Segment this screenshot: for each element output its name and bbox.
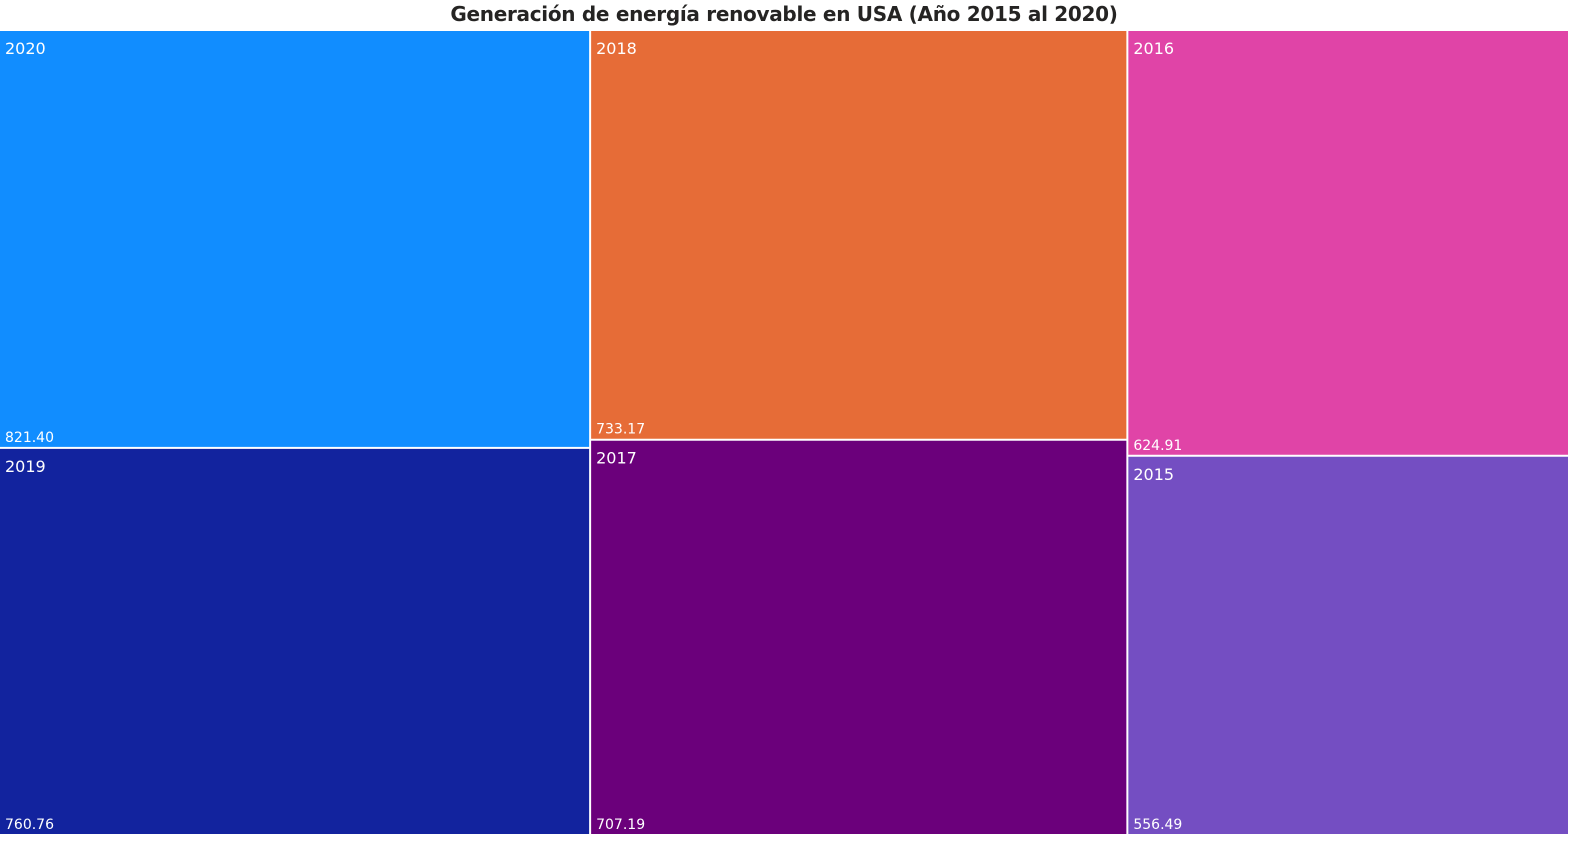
- tile-value-label-2015: 556.49: [1133, 817, 1182, 833]
- chart-title: Generación de energía renovable en USA (…: [450, 2, 1118, 26]
- treemap-tile-2017[interactable]: [591, 440, 1127, 834]
- tile-category-label-2018: 2018: [596, 39, 637, 58]
- tile-value-label-2016: 624.91: [1133, 438, 1182, 454]
- tile-value-label-2020: 821.40: [5, 430, 54, 446]
- tile-category-label-2017: 2017: [596, 449, 637, 468]
- treemap-tile-2019[interactable]: [0, 448, 590, 834]
- treemap-tile-2016[interactable]: [1128, 31, 1568, 455]
- treemap-tile-2018[interactable]: [591, 31, 1127, 439]
- tile-category-label-2015: 2015: [1133, 465, 1174, 484]
- tile-value-label-2018: 733.17: [596, 422, 645, 438]
- tile-value-label-2017: 707.19: [596, 817, 645, 833]
- treemap-tile-2015[interactable]: [1128, 456, 1568, 834]
- tile-value-label-2019: 760.76: [5, 817, 54, 833]
- treemap-tile-2020[interactable]: [0, 31, 590, 447]
- tile-category-label-2019: 2019: [5, 457, 46, 476]
- tile-category-label-2016: 2016: [1133, 39, 1174, 58]
- tile-category-label-2020: 2020: [5, 39, 46, 58]
